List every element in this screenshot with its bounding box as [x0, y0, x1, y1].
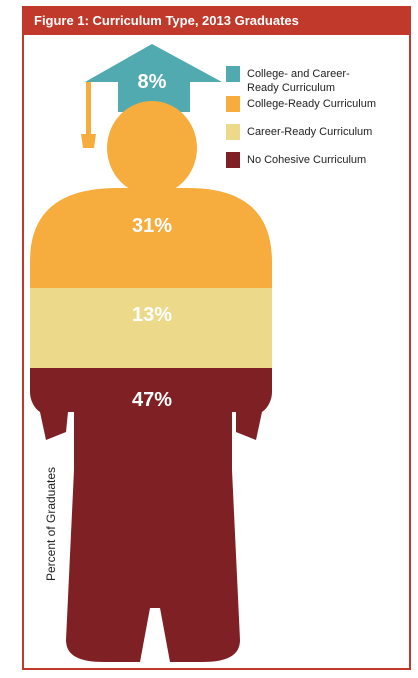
robe-segment-no-cohesive: [30, 368, 272, 662]
cap-segment-college-career-ready: [85, 44, 222, 112]
head-shape: [107, 101, 197, 195]
legend-label-1-line-1: College- and Career-: [247, 68, 350, 80]
y-axis-label: Percent of Graduates: [44, 467, 58, 581]
legend-label-3: Career-Ready Curriculum: [247, 126, 372, 138]
legend-swatch-3: [226, 124, 240, 140]
torso-segment-college-ready: [30, 188, 272, 288]
torso-segment-career-ready: [30, 288, 272, 368]
value-label-4: 47%: [132, 389, 172, 411]
legend-swatch-2: [226, 96, 240, 112]
figure-header: Figure 1: Curriculum Type, 2013 Graduate…: [24, 8, 409, 35]
value-label-1: 8%: [138, 71, 167, 93]
legend-label-2: College-Ready Curriculum: [247, 98, 376, 110]
tassel-icon: [86, 82, 91, 134]
legend-label-4: No Cohesive Curriculum: [247, 154, 366, 166]
legend-swatch-4: [226, 152, 240, 168]
figure-title: Figure 1: Curriculum Type, 2013 Graduate…: [34, 13, 299, 28]
value-label-2: 31%: [132, 215, 172, 237]
legend-swatch-1: [226, 66, 240, 82]
legend-label-1-line-2: Ready Curriculum: [247, 82, 335, 94]
value-label-3: 13%: [132, 304, 172, 326]
tassel-end-icon: [81, 134, 96, 148]
